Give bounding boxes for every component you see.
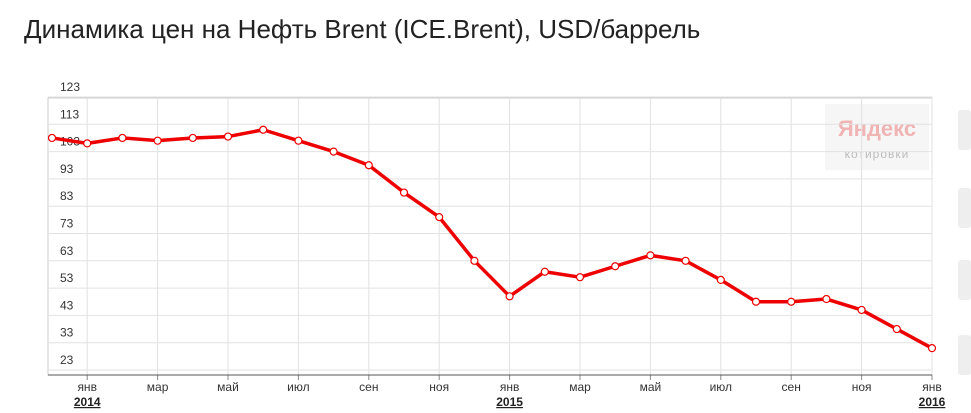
point — [822, 294, 831, 304]
year-label: 2016 — [919, 395, 946, 409]
x-tick-label: июл — [287, 380, 309, 394]
point — [716, 275, 725, 285]
point — [646, 251, 655, 260]
point — [575, 273, 585, 282]
y-tick-label: 33 — [60, 326, 74, 340]
point — [435, 213, 444, 222]
point — [681, 256, 690, 265]
x-tick-label: сен — [782, 380, 801, 394]
point — [153, 136, 162, 145]
x-tick-label: янв — [922, 380, 942, 394]
x-tick-label: янв — [500, 380, 520, 394]
y-tick-label: 23 — [60, 353, 74, 367]
watermark-box — [825, 104, 929, 170]
year-label: 2015 — [496, 395, 523, 409]
x-tick-label: май — [217, 380, 239, 394]
x-tick-label: мар — [147, 380, 169, 394]
point — [188, 133, 197, 143]
point — [927, 344, 937, 353]
point — [294, 136, 303, 145]
point — [223, 132, 233, 141]
watermark: котировки — [845, 147, 910, 161]
y-tick-label: 113 — [60, 107, 79, 121]
chart-title: Динамика цен на Нефть Brent (ICE.Brent),… — [24, 14, 700, 44]
price-line — [51, 128, 933, 350]
y-tick-label: 63 — [60, 244, 74, 258]
point — [47, 133, 57, 143]
x-tick-label: ноя — [852, 380, 872, 394]
point — [857, 305, 866, 315]
x-tick-label: мар — [569, 380, 591, 394]
x-tick-label: янв — [77, 380, 97, 394]
point — [259, 125, 268, 134]
point — [787, 297, 796, 306]
x-tick-label: ноя — [429, 380, 449, 394]
point — [329, 147, 338, 156]
point — [364, 161, 373, 170]
point — [540, 267, 549, 276]
y-tick-label: 93 — [60, 162, 74, 176]
side-panel — [958, 335, 971, 375]
point — [892, 324, 901, 334]
y-tick-label: 73 — [60, 217, 74, 231]
y-tick-label: 43 — [60, 298, 74, 312]
side-panel — [958, 188, 971, 228]
y-tick-label: 53 — [60, 271, 74, 285]
point — [751, 297, 761, 306]
point — [611, 262, 620, 271]
point — [399, 188, 409, 197]
x-tick-label: май — [640, 380, 662, 394]
point — [118, 133, 127, 143]
point — [83, 139, 92, 148]
x-tick-label: июл — [710, 380, 732, 394]
side-panel — [958, 110, 971, 150]
point — [505, 292, 514, 301]
point — [470, 256, 479, 265]
side-panel — [958, 260, 971, 300]
y-tick-label: 83 — [60, 189, 74, 203]
x-tick-label: сен — [359, 380, 378, 394]
year-label: 2014 — [74, 395, 101, 409]
y-tick-label: 123 — [60, 80, 80, 94]
watermark: Яндекс — [838, 116, 916, 141]
